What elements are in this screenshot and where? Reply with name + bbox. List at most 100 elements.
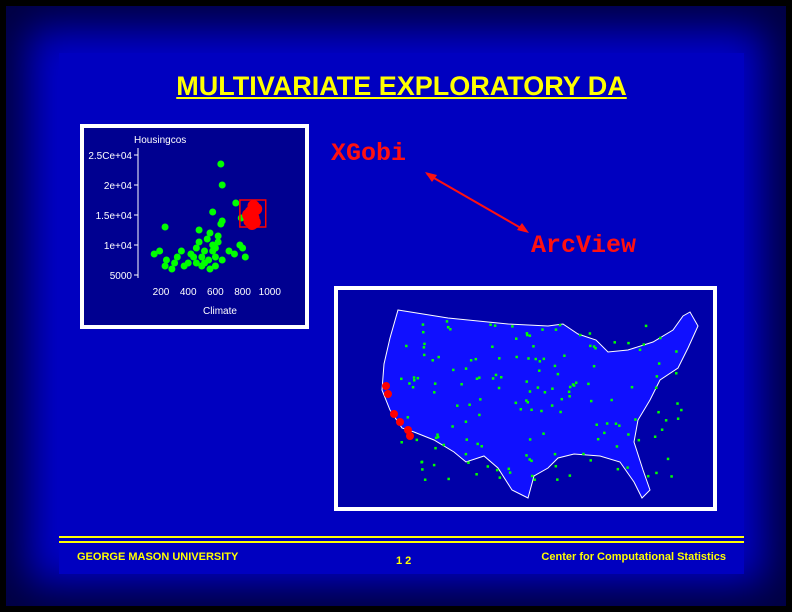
city-point [542, 432, 545, 435]
data-point [150, 250, 158, 258]
city-point [434, 446, 437, 450]
city-point [630, 385, 634, 389]
city-point [533, 478, 536, 481]
city-point [433, 382, 437, 385]
selected-city-point [384, 390, 392, 398]
city-point [528, 458, 531, 461]
city-point [626, 466, 629, 469]
city-point [474, 357, 478, 361]
data-point [239, 244, 247, 252]
footer-university: GEORGE MASON UNIVERSITY [77, 551, 239, 563]
city-point [478, 376, 481, 379]
city-point [497, 386, 501, 390]
city-point [495, 468, 499, 472]
city-point [515, 355, 518, 359]
city-point [653, 435, 657, 438]
data-point [217, 160, 225, 168]
city-point [525, 399, 528, 402]
city-point [605, 422, 609, 425]
city-point [465, 438, 469, 441]
city-point [489, 323, 492, 326]
city-point [542, 357, 546, 361]
data-point [190, 253, 198, 261]
arcview-us-map [334, 286, 717, 511]
city-point [536, 386, 540, 389]
city-point [596, 437, 600, 441]
selected-city-point [396, 418, 404, 426]
data-point [173, 253, 181, 261]
link-arrow [425, 172, 529, 233]
city-point [406, 416, 410, 419]
scatterplot-svg: 2.5Ce+04 2e+04 1.5e+04 1e+04 5000 200 400 600 80… [84, 128, 305, 325]
city-point [525, 333, 529, 337]
city-point [464, 452, 468, 456]
city-point [675, 371, 678, 375]
data-point [192, 259, 200, 267]
data-point [201, 247, 209, 255]
city-point [400, 441, 403, 444]
city-point [508, 471, 512, 474]
city-point [491, 377, 495, 380]
city-point [558, 323, 562, 327]
city-point [610, 398, 613, 402]
city-point [554, 464, 558, 468]
city-point [400, 377, 403, 381]
city-point [664, 419, 668, 422]
city-point [655, 375, 659, 378]
data-point [195, 226, 203, 234]
data-point [218, 256, 226, 264]
city-point [475, 377, 479, 381]
footer-rule-bottom [59, 541, 744, 543]
city-point [553, 364, 557, 368]
data-point [209, 247, 217, 255]
city-point [413, 379, 416, 382]
city-point [437, 355, 440, 359]
city-point [627, 341, 630, 345]
city-point [676, 417, 680, 420]
data-point [248, 216, 261, 229]
city-point [614, 422, 618, 425]
city-point [468, 403, 471, 407]
city-point [432, 463, 436, 467]
city-point [528, 390, 532, 393]
city-point [589, 459, 592, 462]
page-number: 1 2 [396, 555, 412, 567]
city-point [657, 410, 660, 414]
city-point [603, 431, 606, 435]
data-point [211, 253, 219, 261]
city-point [411, 385, 415, 389]
city-point [493, 324, 497, 327]
city-point [423, 342, 426, 346]
xgobi-scatterplot: 2.5Ce+04 2e+04 1.5e+04 1e+04 5000 200 400 600 80… [80, 124, 309, 329]
city-point [415, 438, 419, 442]
city-point [422, 346, 426, 349]
city-point [637, 438, 641, 442]
city-point [449, 328, 452, 331]
arcview-label: ArcView [531, 231, 637, 260]
city-point [543, 391, 547, 394]
city-point [594, 346, 597, 350]
city-point [431, 359, 434, 362]
city-point [525, 454, 528, 457]
city-point [408, 382, 411, 385]
y-axis-label: Housingcos [134, 135, 186, 146]
city-point [646, 474, 650, 478]
city-point [595, 423, 598, 427]
data-point [201, 259, 209, 267]
city-point [627, 433, 630, 436]
data-point [198, 253, 206, 261]
city-point [592, 364, 596, 368]
data-point [230, 250, 238, 258]
city-point [654, 386, 658, 390]
city-point [553, 452, 557, 456]
city-point [479, 398, 482, 401]
city-point [574, 381, 578, 384]
y-tick-label: 1.5e+04 [96, 211, 133, 222]
city-point [528, 438, 532, 441]
data-point [206, 265, 214, 273]
x-tick-label: 400 [180, 287, 197, 298]
city-point [530, 459, 533, 463]
city-point [538, 360, 542, 363]
city-point [616, 467, 620, 471]
city-point [412, 376, 416, 379]
